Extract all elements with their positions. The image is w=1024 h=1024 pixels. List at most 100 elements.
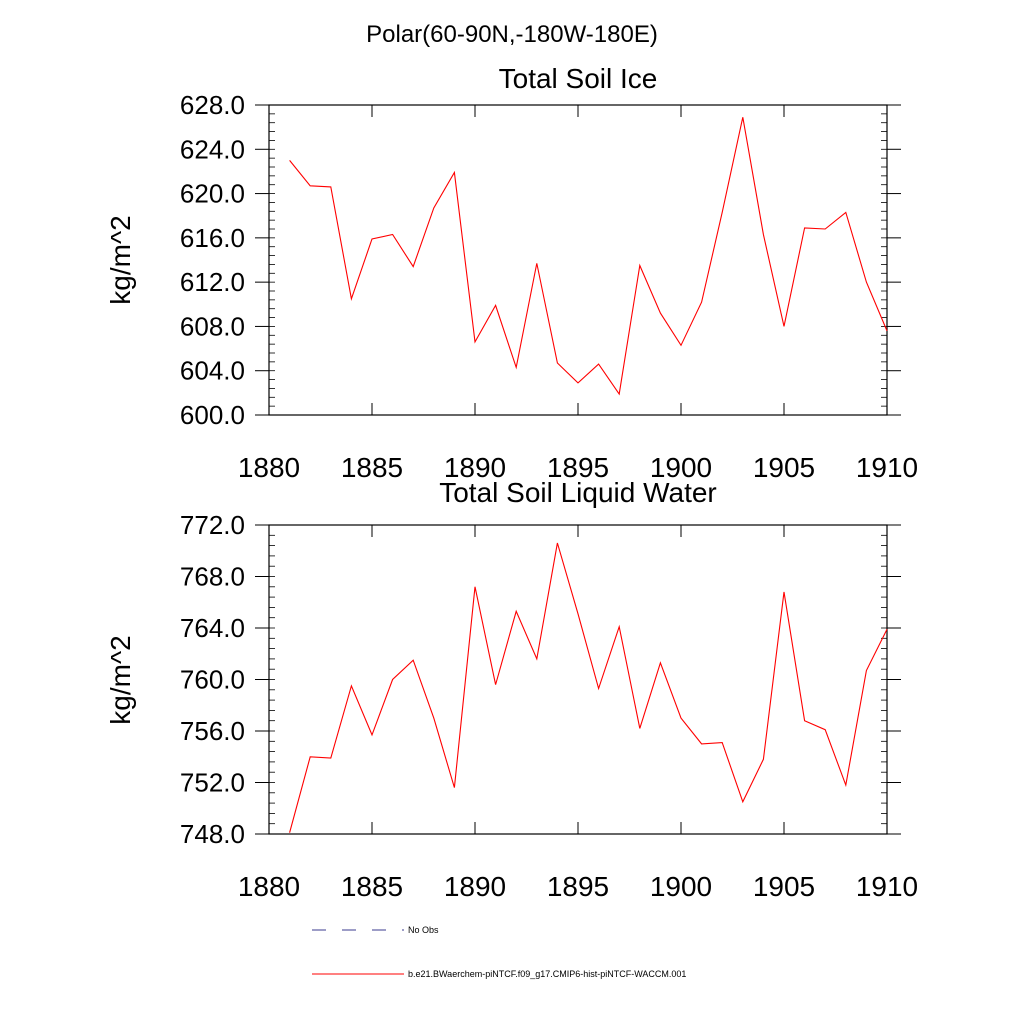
data-point (350, 684, 353, 687)
data-point (700, 301, 703, 304)
data-point (803, 719, 806, 722)
x-tick-label: 1880 (238, 871, 300, 902)
y-tick-label: 608.0 (180, 311, 245, 341)
y-tick-label: 600.0 (180, 400, 245, 430)
y-tick-label: 628.0 (180, 90, 245, 120)
axes-frame: 600.0 604.0 608.0 612.0 616.0 620.0 624.0 628.0… (180, 90, 918, 483)
data-point (329, 757, 332, 760)
data-point (886, 329, 889, 332)
panel-title-total-soil-ice: Total Soil Ice (499, 63, 658, 94)
data-point (515, 366, 518, 369)
y-tick-label: 752.0 (180, 768, 245, 798)
x-tick-label: 1890 (444, 452, 506, 483)
data-point (535, 262, 538, 265)
panel-title-total-soil-liquid-water: Total Soil Liquid Water (439, 477, 717, 508)
data-point (556, 542, 559, 545)
y-axis-label: kg/m^2 (105, 215, 136, 304)
data-point (886, 628, 889, 631)
data-point (432, 206, 435, 209)
y-tick-label: 612.0 (180, 267, 245, 297)
data-point (700, 742, 703, 745)
data-point (721, 741, 724, 744)
panel-total-soil-liquid-water: Total Soil Liquid Water kg/m^2 748.0 752.… (105, 477, 918, 902)
data-point (515, 610, 518, 613)
data-point (432, 717, 435, 720)
series-layer (288, 542, 889, 834)
y-tick-label: 756.0 (180, 716, 245, 746)
y-tick-label: 764.0 (180, 613, 245, 643)
y-tick-label: 620.0 (180, 179, 245, 209)
data-point (391, 233, 394, 236)
series-line (289, 117, 888, 396)
legend: No Obs b.e21.BWaerchem-piNTCF.f09_g17.CM… (312, 925, 686, 979)
data-point (680, 344, 683, 347)
data-point (783, 590, 786, 593)
data-point (618, 392, 621, 395)
data-point (618, 625, 621, 628)
y-tick-label: 624.0 (180, 134, 245, 164)
data-point (597, 363, 600, 366)
panel-total-soil-ice: Total Soil Ice kg/m^2 600.0 604.0 608.0 612… (105, 63, 918, 483)
data-point (371, 733, 374, 736)
data-point (659, 661, 662, 664)
data-point (371, 237, 374, 240)
data-point (597, 687, 600, 690)
x-tick-label: 1900 (650, 871, 712, 902)
data-point (762, 233, 765, 236)
x-tick-label: 1885 (341, 452, 403, 483)
data-point (309, 755, 312, 758)
data-point (721, 211, 724, 214)
x-tick-label: 1890 (444, 871, 506, 902)
data-point (556, 361, 559, 364)
x-tick-label: 1905 (753, 871, 815, 902)
legend-label-no-obs: No Obs (408, 925, 439, 935)
data-point (577, 612, 580, 615)
axes-frame: 748.0 752.0 756.0 760.0 764.0 768.0 772.0 1880 1… (180, 510, 918, 902)
x-tick-label: 1895 (547, 452, 609, 483)
x-tick-label: 1885 (341, 871, 403, 902)
y-tick-label: 768.0 (180, 562, 245, 592)
data-point (741, 800, 744, 803)
data-point (638, 727, 641, 730)
series-line (289, 542, 888, 833)
data-point (329, 185, 332, 188)
x-tick-label: 1905 (753, 452, 815, 483)
x-tick-label: 1910 (856, 871, 918, 902)
data-point (844, 211, 847, 214)
data-point (288, 831, 291, 834)
data-point (453, 786, 456, 789)
data-point (412, 659, 415, 662)
data-point (474, 585, 477, 588)
data-point (783, 325, 786, 328)
data-point (474, 340, 477, 343)
data-point (680, 717, 683, 720)
x-tick-label: 1900 (650, 452, 712, 483)
data-point (391, 678, 394, 681)
data-point (741, 116, 744, 119)
legend-label-model-run: b.e21.BWaerchem-piNTCF.f09_g17.CMIP6-his… (408, 969, 686, 979)
page-title: Polar(60-90N,-180W-180E) (366, 21, 658, 48)
data-point (638, 264, 641, 267)
series-layer (289, 116, 889, 396)
data-point (844, 784, 847, 787)
y-tick-label: 604.0 (180, 356, 245, 386)
x-tick-label: 1880 (238, 452, 300, 483)
x-tick-label: 1895 (547, 871, 609, 902)
data-point (453, 171, 456, 174)
data-point (494, 304, 497, 307)
data-point (577, 381, 580, 384)
data-point (824, 728, 827, 731)
x-tick-label: 1910 (856, 452, 918, 483)
data-point (535, 657, 538, 660)
y-tick-label: 772.0 (180, 510, 245, 540)
y-axis-label: kg/m^2 (105, 635, 136, 724)
data-point (803, 226, 806, 229)
y-tick-label: 616.0 (180, 223, 245, 253)
data-point (824, 228, 827, 231)
y-tick-label: 760.0 (180, 665, 245, 695)
data-point (309, 184, 312, 187)
data-point (494, 683, 497, 686)
data-point (350, 297, 353, 300)
